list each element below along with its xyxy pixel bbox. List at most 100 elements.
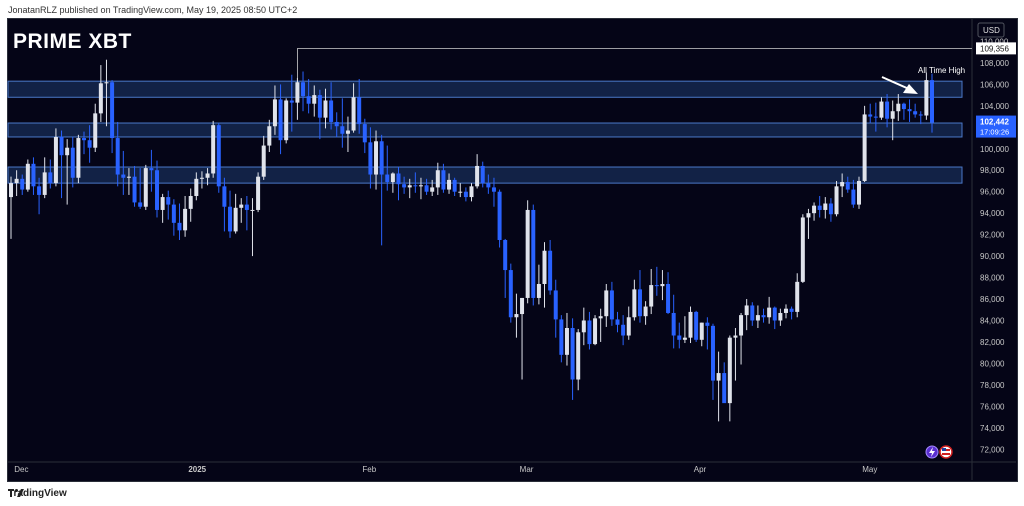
candle-body[interactable] (463, 191, 468, 198)
candle-body[interactable] (98, 83, 103, 114)
candle-body[interactable] (340, 126, 345, 134)
candle-body[interactable] (289, 100, 294, 103)
candle-body[interactable] (806, 213, 811, 218)
candle-body[interactable] (93, 113, 98, 148)
candle-body[interactable] (132, 176, 137, 203)
candle-body[interactable] (699, 322, 704, 340)
candle-body[interactable] (104, 82, 109, 84)
candle-body[interactable] (413, 185, 418, 187)
candle-body[interactable] (789, 308, 794, 312)
candle-body[interactable] (918, 114, 923, 116)
candle-body[interactable] (924, 80, 929, 116)
candle-body[interactable] (188, 196, 193, 209)
candle-body[interactable] (840, 182, 845, 187)
candle-body[interactable] (447, 179, 452, 190)
candle-body[interactable] (70, 147, 75, 178)
candle-body[interactable] (368, 142, 373, 175)
candle-body[interactable] (783, 308, 788, 313)
candle-body[interactable] (755, 315, 760, 321)
candle-body[interactable] (525, 209, 530, 298)
candle-body[interactable] (228, 206, 233, 232)
candle-body[interactable] (110, 82, 115, 139)
candle-body[interactable] (823, 203, 828, 210)
candle-body[interactable] (171, 204, 176, 223)
candle-body[interactable] (564, 328, 569, 355)
candle-body[interactable] (901, 103, 906, 110)
candle-body[interactable] (671, 312, 676, 336)
candle-body[interactable] (458, 191, 463, 193)
candle-body[interactable] (233, 207, 238, 232)
candle-body[interactable] (177, 222, 182, 231)
candle-body[interactable] (879, 101, 884, 118)
support-resistance-zone-2[interactable] (7, 122, 963, 138)
candle-body[interactable] (598, 316, 603, 319)
candle-body[interactable] (581, 320, 586, 333)
candle-body[interactable] (441, 170, 446, 190)
candle-body[interactable] (20, 178, 25, 190)
candle-body[interactable] (469, 186, 474, 198)
candle-body[interactable] (452, 179, 457, 192)
candle-body[interactable] (660, 284, 665, 287)
candle-body[interactable] (166, 197, 171, 205)
candle-body[interactable] (609, 290, 614, 320)
candle-body[interactable] (739, 315, 744, 336)
candle-body[interactable] (407, 185, 412, 188)
candle-body[interactable] (727, 337, 732, 404)
candle-body[interactable] (868, 114, 873, 117)
candle-body[interactable] (733, 335, 738, 338)
candle-body[interactable] (362, 124, 367, 143)
candle-body[interactable] (761, 315, 766, 318)
candle-body[interactable] (587, 320, 592, 345)
candle-body[interactable] (722, 373, 727, 404)
candle-body[interactable] (744, 305, 749, 316)
candle-body[interactable] (31, 163, 36, 187)
candle-body[interactable] (357, 97, 362, 125)
candle-body[interactable] (795, 281, 800, 312)
candle-body[interactable] (778, 312, 783, 321)
candle-body[interactable] (396, 173, 401, 185)
candle-body[interactable] (126, 176, 131, 178)
candle-body[interactable] (559, 319, 564, 355)
candle-body[interactable] (637, 289, 642, 317)
candle-body[interactable] (548, 250, 553, 291)
candle-body[interactable] (48, 172, 53, 184)
candle-body[interactable] (845, 182, 850, 190)
candle-body[interactable] (632, 289, 637, 318)
candle-body[interactable] (244, 204, 249, 210)
candle-body[interactable] (239, 204, 244, 208)
candle-body[interactable] (508, 270, 513, 318)
candle-body[interactable] (621, 324, 626, 336)
candle-body[interactable] (497, 191, 502, 240)
candle-body[interactable] (649, 285, 654, 307)
candle-body[interactable] (278, 99, 283, 141)
candle-body[interactable] (536, 284, 541, 298)
candle-body[interactable] (480, 165, 485, 184)
candle-body[interactable] (873, 116, 878, 118)
candle-body[interactable] (385, 174, 390, 183)
candle-body[interactable] (716, 373, 721, 381)
candle-body[interactable] (37, 186, 42, 195)
flag-us-icon[interactable] (939, 445, 953, 459)
candle-body[interactable] (930, 80, 934, 123)
candle-body[interactable] (604, 290, 609, 317)
candle-body[interactable] (379, 141, 384, 175)
candle-body[interactable] (317, 95, 322, 118)
candle-body[interactable] (418, 185, 423, 187)
candle-body[interactable] (59, 136, 64, 156)
candle-body[interactable] (851, 189, 856, 205)
candle-body[interactable] (390, 173, 395, 183)
candle-body[interactable] (767, 307, 772, 318)
candle-body[interactable] (424, 185, 429, 192)
candle-body[interactable] (284, 100, 289, 141)
support-resistance-zone-3[interactable] (7, 166, 963, 184)
candle-body[interactable] (491, 187, 496, 192)
candle-body[interactable] (682, 337, 687, 340)
candle-body[interactable] (205, 173, 210, 178)
candle-body[interactable] (800, 217, 805, 282)
candle-body[interactable] (261, 145, 266, 177)
candle-body[interactable] (570, 328, 575, 380)
candle-body[interactable] (256, 176, 261, 210)
candle-body[interactable] (329, 100, 334, 122)
candle-body[interactable] (531, 209, 536, 298)
